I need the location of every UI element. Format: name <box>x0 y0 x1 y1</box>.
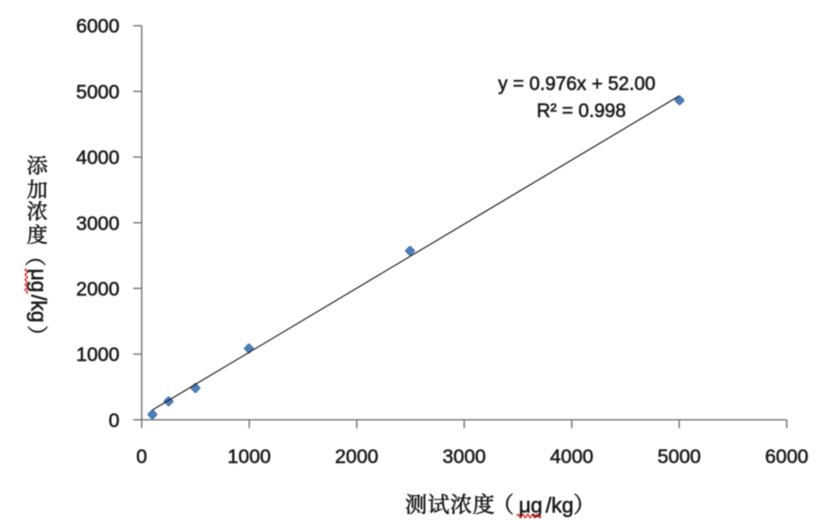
svg-text:2000: 2000 <box>76 278 120 300</box>
svg-text:μg: μg <box>519 494 543 517</box>
svg-text:μg: μg <box>27 269 50 293</box>
svg-text:3000: 3000 <box>76 213 120 235</box>
svg-text:1000: 1000 <box>228 446 272 468</box>
svg-text:1000: 1000 <box>76 344 120 366</box>
svg-text:/kg: /kg <box>546 494 574 517</box>
svg-text:5000: 5000 <box>658 446 702 468</box>
svg-text:6000: 6000 <box>765 446 809 468</box>
svg-text:3000: 3000 <box>443 446 487 468</box>
svg-text:2000: 2000 <box>335 446 379 468</box>
svg-text:y = 0.976x + 52.00: y = 0.976x + 52.00 <box>498 74 655 95</box>
svg-text:4000: 4000 <box>550 446 594 468</box>
svg-text:0: 0 <box>136 446 147 468</box>
svg-text:0: 0 <box>109 410 120 432</box>
svg-text:R² = 0.998: R² = 0.998 <box>537 101 626 122</box>
svg-text:4000: 4000 <box>76 147 120 169</box>
svg-text:/kg: /kg <box>27 295 50 323</box>
svg-text:6000: 6000 <box>76 16 120 38</box>
svg-text:5000: 5000 <box>76 81 120 103</box>
